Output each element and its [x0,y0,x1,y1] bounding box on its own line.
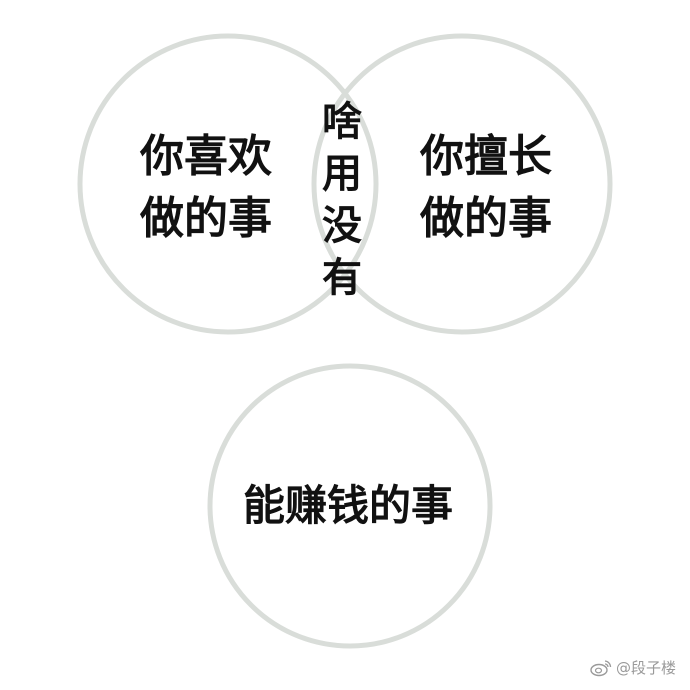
label-things-you-like-line2: 做的事 [140,193,272,244]
label-things-you-are-good-at-line1: 你擅长 [420,131,552,182]
label-things-you-like: 你喜欢 做的事 [128,126,284,250]
watermark-text: @段子楼 [615,659,676,677]
label-things-you-are-good-at: 你擅长 做的事 [408,126,564,250]
circle-likes [77,33,379,335]
watermark: @段子楼 [590,657,676,678]
overlap-char-1: 啥 [322,99,362,145]
overlap-char-3: 没 [322,203,362,249]
overlap-char-4: 有 [322,255,362,301]
overlap-char-2: 用 [322,151,362,197]
label-overlap-useless: 啥 用 没 有 [314,96,370,304]
label-things-you-like-line1: 你喜欢 [140,131,272,182]
weibo-icon [590,659,612,677]
label-things-you-are-good-at-line2: 做的事 [420,193,552,244]
circle-skills [311,33,613,335]
circle-money [207,363,493,649]
label-things-that-make-money: 能赚钱的事 [242,481,453,530]
